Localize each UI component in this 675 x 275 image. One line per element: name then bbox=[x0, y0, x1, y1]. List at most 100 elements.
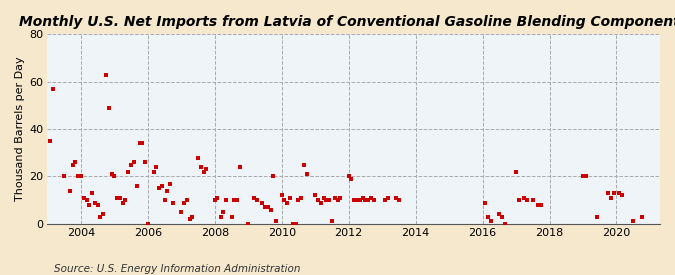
Point bbox=[327, 219, 338, 224]
Point bbox=[335, 196, 346, 200]
Point bbox=[332, 198, 343, 202]
Point bbox=[153, 186, 164, 191]
Point bbox=[128, 160, 139, 164]
Point bbox=[151, 165, 161, 169]
Point bbox=[608, 191, 619, 195]
Point bbox=[268, 174, 279, 179]
Point bbox=[522, 198, 533, 202]
Point bbox=[92, 203, 103, 207]
Point bbox=[221, 198, 232, 202]
Point bbox=[379, 198, 390, 202]
Point bbox=[184, 217, 195, 221]
Point bbox=[101, 72, 111, 77]
Point bbox=[260, 205, 271, 210]
Point bbox=[140, 160, 151, 164]
Point bbox=[271, 219, 281, 224]
Point bbox=[288, 222, 298, 226]
Point bbox=[229, 198, 240, 202]
Point bbox=[76, 174, 86, 179]
Point bbox=[167, 200, 178, 205]
Point bbox=[263, 205, 273, 210]
Point bbox=[137, 141, 148, 145]
Point bbox=[162, 188, 173, 193]
Text: Source: U.S. Energy Information Administration: Source: U.S. Energy Information Administ… bbox=[54, 264, 300, 274]
Point bbox=[628, 219, 639, 224]
Point bbox=[352, 198, 362, 202]
Point bbox=[580, 174, 591, 179]
Point bbox=[195, 165, 206, 169]
Point bbox=[248, 196, 259, 200]
Point bbox=[201, 167, 212, 172]
Point bbox=[324, 198, 335, 202]
Point bbox=[209, 198, 220, 202]
Point bbox=[344, 174, 354, 179]
Point bbox=[67, 163, 78, 167]
Point bbox=[514, 198, 524, 202]
Point bbox=[617, 193, 628, 198]
Point bbox=[310, 193, 321, 198]
Point bbox=[179, 200, 190, 205]
Point bbox=[251, 198, 262, 202]
Point bbox=[494, 212, 505, 216]
Point bbox=[187, 214, 198, 219]
Y-axis label: Thousand Barrels per Day: Thousand Barrels per Day bbox=[15, 57, 25, 201]
Point bbox=[257, 200, 268, 205]
Point bbox=[103, 106, 114, 110]
Point bbox=[123, 169, 134, 174]
Point bbox=[383, 196, 394, 200]
Point bbox=[95, 214, 106, 219]
Point bbox=[218, 210, 229, 214]
Point bbox=[142, 222, 153, 226]
Point bbox=[86, 191, 97, 195]
Point bbox=[511, 169, 522, 174]
Point bbox=[315, 200, 326, 205]
Point bbox=[212, 196, 223, 200]
Point bbox=[329, 196, 340, 200]
Point bbox=[159, 198, 170, 202]
Point bbox=[226, 214, 237, 219]
Point bbox=[48, 87, 59, 91]
Point bbox=[302, 172, 313, 176]
Point bbox=[65, 188, 76, 193]
Point bbox=[279, 198, 290, 202]
Point bbox=[45, 139, 55, 143]
Point bbox=[165, 182, 176, 186]
Point bbox=[533, 203, 544, 207]
Point bbox=[527, 198, 538, 202]
Point bbox=[360, 198, 371, 202]
Point bbox=[282, 200, 293, 205]
Point bbox=[132, 184, 142, 188]
Point bbox=[157, 184, 167, 188]
Point bbox=[73, 174, 84, 179]
Point bbox=[70, 160, 80, 164]
Point bbox=[90, 200, 101, 205]
Point bbox=[59, 174, 70, 179]
Point bbox=[614, 191, 624, 195]
Title: Monthly U.S. Net Imports from Latvia of Conventional Gasoline Blending Component: Monthly U.S. Net Imports from Latvia of … bbox=[19, 15, 675, 29]
Point bbox=[346, 177, 357, 181]
Point bbox=[109, 174, 119, 179]
Point bbox=[84, 203, 95, 207]
Point bbox=[285, 196, 296, 200]
Point bbox=[500, 222, 510, 226]
Point bbox=[111, 196, 122, 200]
Point bbox=[299, 163, 310, 167]
Point bbox=[243, 222, 254, 226]
Point bbox=[369, 198, 379, 202]
Point bbox=[362, 198, 373, 202]
Point bbox=[107, 172, 117, 176]
Point bbox=[357, 196, 368, 200]
Point bbox=[78, 196, 89, 200]
Point bbox=[354, 198, 365, 202]
Point bbox=[366, 196, 377, 200]
Point bbox=[536, 203, 547, 207]
Point bbox=[592, 214, 603, 219]
Point bbox=[234, 165, 245, 169]
Point bbox=[578, 174, 589, 179]
Point bbox=[81, 198, 92, 202]
Point bbox=[98, 212, 109, 216]
Point bbox=[497, 214, 508, 219]
Point bbox=[519, 196, 530, 200]
Point bbox=[318, 196, 329, 200]
Point bbox=[391, 196, 402, 200]
